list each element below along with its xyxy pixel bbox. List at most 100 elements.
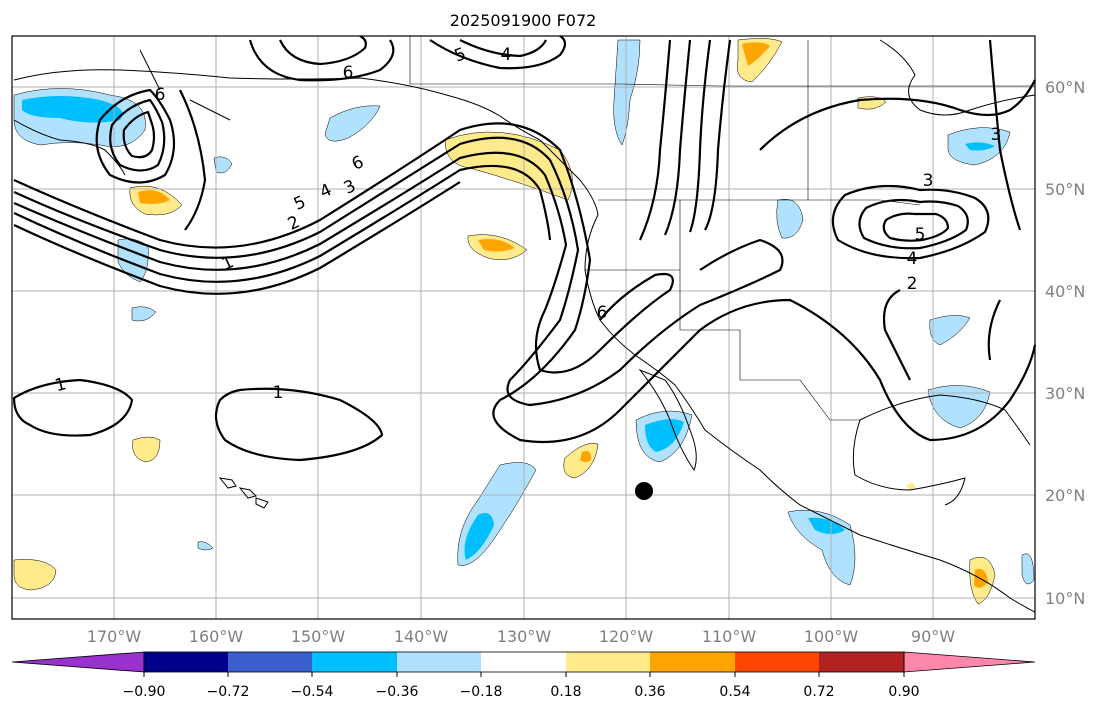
contour-1-west-loop: [12, 378, 134, 437]
contour-low-east-3: [882, 212, 950, 242]
contour-label-6: 6: [155, 85, 166, 105]
coast-gulf: [852, 394, 1031, 506]
shade-yellow-hawaii-w: [13, 559, 57, 591]
lat-label-40: 40°N: [1045, 282, 1085, 301]
colorbar-bin-3: [312, 652, 397, 672]
lat-label-50: 50°N: [1045, 180, 1085, 199]
border-us-canada: [598, 199, 921, 206]
contour-bering-outer: [179, 89, 207, 231]
lon-label-100w: 100°W: [804, 627, 859, 646]
shade-yellow-bc: [444, 131, 573, 201]
colorbar-label: 0.54: [719, 684, 750, 700]
contour-low-bering-1: [95, 88, 176, 184]
coast-hudson: [879, 39, 1036, 116]
storm-center-marker: [635, 482, 653, 500]
contour-goa-1: [248, 39, 395, 82]
contour-label-5: 5: [915, 225, 926, 245]
latitude-labels: 60°N 50°N 40°N 30°N 20°N 10°N: [1045, 78, 1085, 608]
contour-2-main: [13, 136, 784, 407]
lon-label-170w: 170°W: [87, 627, 142, 646]
shade-orange-offshore: [478, 239, 515, 252]
coastlines: [13, 39, 1036, 613]
shade-blue-baja: [645, 419, 684, 452]
colorbar-label: 0.72: [803, 684, 834, 700]
colorbar-bin-1: [144, 652, 228, 672]
colorbar-label: −0.72: [207, 684, 250, 700]
contour-label-4: 4: [907, 249, 918, 269]
contour-goa-2: [278, 35, 367, 66]
shade-blue-hudson: [965, 142, 995, 151]
lat-label-60: 60°N: [1045, 78, 1085, 97]
contours: [12, 35, 1037, 462]
map-title: 2025091900 F072: [450, 11, 597, 30]
colorbar: −0.90 −0.72 −0.54 −0.36 −0.18 0.18 0.36 …: [11, 651, 1036, 700]
longitude-labels: 170°W 160°W 150°W 140°W 130°W 120°W 110°…: [87, 627, 955, 646]
colorbar-outline: [143, 651, 905, 673]
shade-light-blue-small3: [197, 541, 214, 551]
coast-baja: [638, 368, 697, 472]
lon-label-160w: 160°W: [189, 627, 244, 646]
lon-label-130w: 130°W: [497, 627, 552, 646]
coast-alaska-w: [13, 119, 126, 176]
colorbar-bin-7: [650, 652, 735, 672]
colorbar-extend-low: [11, 651, 145, 673]
shade-light-blue-canada: [613, 39, 641, 146]
shade-orange-tropical: [580, 451, 592, 462]
shade-blue-bering: [22, 96, 123, 123]
lon-label-140w: 140°W: [394, 627, 449, 646]
coast-hawaii: [218, 477, 269, 509]
shade-orange-aleutian: [138, 190, 170, 204]
contour-label-1: 1: [53, 374, 69, 396]
colorbar-bin-8: [735, 652, 819, 672]
colorbar-bin-9: [819, 652, 904, 672]
contour-5-main: [13, 181, 461, 295]
colorbar-bin-5: [481, 652, 566, 672]
contour-label-6: 6: [343, 63, 354, 83]
shade-yellow-tiny: [906, 482, 916, 491]
contour-ridge: [759, 79, 1036, 151]
shade-yellow-tropical: [563, 443, 599, 479]
shade-light-blue-plains: [776, 198, 804, 239]
contour-label-4: 4: [501, 45, 512, 65]
contour-low-bering-3: [122, 110, 156, 159]
contour-low-east-1: [831, 184, 990, 260]
contour-1-central-loop: [214, 387, 384, 462]
shaded-regions: [13, 38, 1035, 605]
colorbar-bin-2: [228, 652, 312, 672]
contour-label-1: 1: [273, 383, 284, 403]
map-area: 1 1 1 2 2 3 3 3 4 4 5 5 6 6 6 6 5 4: [11, 35, 1037, 620]
coast-alaska-pen: [139, 49, 231, 121]
contour-label-6: 6: [597, 303, 608, 323]
shade-blue-mexico: [808, 517, 845, 534]
shade-orange-north: [742, 42, 770, 66]
border-canada-north: [409, 36, 1035, 87]
lon-label-90w: 90°W: [911, 627, 955, 646]
shade-light-blue-small2: [131, 306, 157, 322]
contour-low-bering-2: [109, 98, 166, 172]
contour-north-1: [429, 35, 567, 70]
contour-3-main: [13, 151, 674, 374]
political-borders: [409, 36, 1035, 421]
coast-pacific-americas: [13, 69, 1036, 613]
colorbar-tick-labels: −0.90 −0.72 −0.54 −0.36 −0.18 0.18 0.36 …: [123, 684, 920, 700]
contour-4-main: [13, 164, 552, 283]
shade-yellow-pacific: [132, 436, 161, 463]
lon-label-150w: 150°W: [291, 627, 346, 646]
contour-low-east-2: [858, 198, 969, 250]
shade-light-blue-east: [929, 315, 971, 346]
colorbar-label: 0.90: [888, 684, 919, 700]
shade-light-blue-small1: [213, 156, 233, 174]
border-us-mexico: [585, 269, 860, 421]
shade-light-blue-gulf: [927, 385, 991, 429]
contour-label-2: 2: [907, 274, 918, 294]
colorbar-label: −0.90: [123, 684, 166, 700]
colorbar-label: −0.54: [291, 684, 334, 700]
colorbar-label: −0.36: [376, 684, 419, 700]
colorbar-bin-4: [397, 652, 481, 672]
lat-label-10: 10°N: [1045, 589, 1085, 608]
colorbar-extend-high: [903, 651, 1036, 673]
contour-label-3: 3: [923, 171, 934, 191]
lon-label-110w: 110°W: [702, 627, 757, 646]
contour-east-lower: [882, 289, 1001, 381]
